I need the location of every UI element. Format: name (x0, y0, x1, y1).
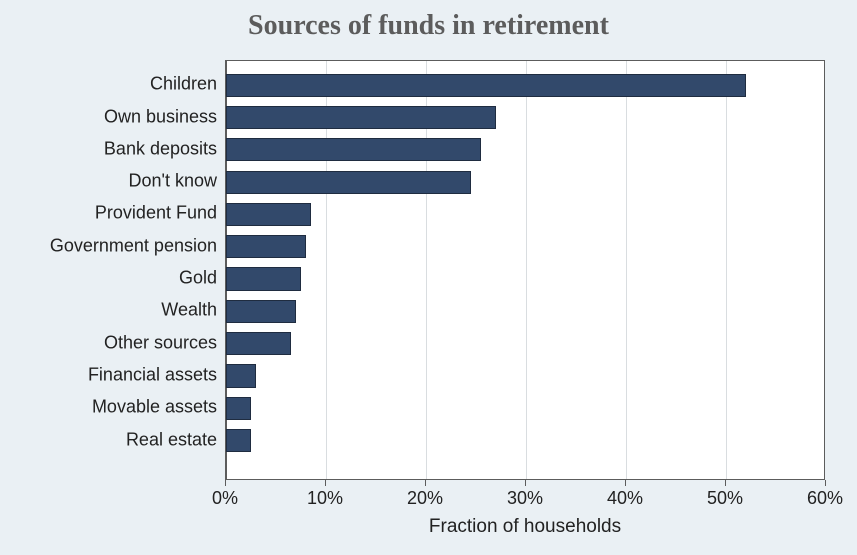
bar (226, 203, 311, 226)
y-tick-label: Wealth (161, 300, 225, 321)
y-tick-label: Don't know (129, 171, 225, 192)
x-tick-label: 60% (807, 488, 843, 509)
bar (226, 332, 291, 355)
chart-container: Sources of funds in retirement Fraction … (0, 0, 857, 555)
chart-area: Fraction of households 0%10%20%30%40%50%… (225, 60, 825, 480)
x-tick (625, 480, 626, 486)
y-tick-label: Real estate (126, 429, 225, 450)
y-tick-label: Bank deposits (104, 138, 225, 159)
x-axis-title: Fraction of households (429, 516, 621, 538)
bar (226, 429, 251, 452)
y-tick-label: Other sources (104, 332, 225, 353)
bar (226, 235, 306, 258)
x-tick-label: 40% (607, 488, 643, 509)
bar (226, 106, 496, 129)
bar (226, 74, 746, 97)
x-tick (525, 480, 526, 486)
x-tick (825, 480, 826, 486)
bar (226, 397, 251, 420)
y-tick-label: Movable assets (92, 397, 225, 418)
y-tick-label: Provident Fund (95, 203, 225, 224)
y-tick-label: Children (150, 74, 225, 95)
grid-line (626, 61, 627, 479)
bar (226, 300, 296, 323)
y-tick-label: Gold (179, 268, 225, 289)
grid-line (526, 61, 527, 479)
x-tick (225, 480, 226, 486)
y-tick-label: Government pension (50, 235, 225, 256)
chart-title: Sources of funds in retirement (0, 0, 857, 48)
y-tick-label: Own business (104, 106, 225, 127)
x-tick-label: 20% (407, 488, 443, 509)
y-tick-label: Financial assets (88, 365, 225, 386)
bar (226, 171, 471, 194)
bar (226, 364, 256, 387)
plot-area (225, 60, 825, 480)
x-tick-label: 50% (707, 488, 743, 509)
x-tick (325, 480, 326, 486)
x-tick-label: 10% (307, 488, 343, 509)
bar (226, 267, 301, 290)
x-tick-label: 0% (212, 488, 238, 509)
x-tick (725, 480, 726, 486)
bar (226, 138, 481, 161)
x-tick-label: 30% (507, 488, 543, 509)
x-tick (425, 480, 426, 486)
grid-line (726, 61, 727, 479)
